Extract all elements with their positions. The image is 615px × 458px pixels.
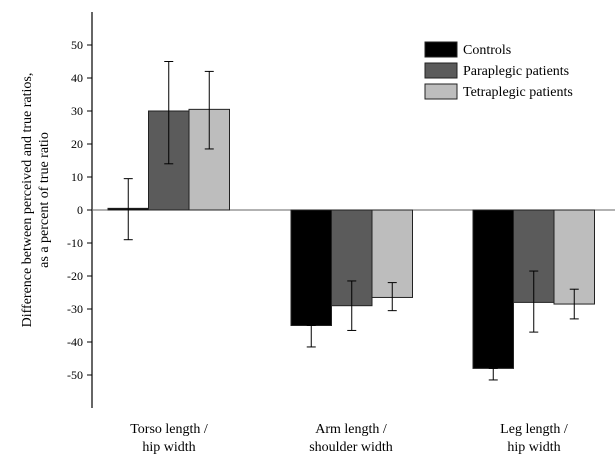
error-bars bbox=[123, 61, 579, 381]
y-tick-label: -10 bbox=[67, 236, 83, 250]
y-axis-label-line: as a percent of true ratio bbox=[37, 132, 52, 268]
category-label: hip width bbox=[142, 440, 195, 455]
y-tick-label: 20 bbox=[71, 137, 83, 151]
y-axis: 50 40 30 20 10 0 -10 -20 -30 -40 -50 bbox=[67, 12, 93, 408]
y-axis-label-line: Difference between perceived and true ra… bbox=[20, 73, 35, 328]
y-tick-label: -40 bbox=[67, 335, 83, 349]
x-axis-categories: Torso length / hip width Arm length / shoul… bbox=[130, 422, 568, 455]
category-label: Leg length / bbox=[500, 422, 568, 437]
legend: Controls Paraplegic patients Tetraplegic p… bbox=[424, 41, 573, 100]
category-label: hip width bbox=[507, 440, 560, 455]
legend-label: Tetraplegic patients bbox=[463, 85, 573, 100]
category-label: shoulder width bbox=[309, 440, 393, 455]
bar bbox=[553, 209, 595, 305]
legend-swatch bbox=[424, 83, 458, 100]
bar bbox=[290, 209, 332, 326]
y-tick-label: 50 bbox=[71, 38, 83, 52]
y-tick-label: 10 bbox=[71, 170, 83, 184]
legend-swatch bbox=[424, 62, 458, 79]
category-label: Arm length / bbox=[315, 422, 387, 437]
y-tick-label: 30 bbox=[71, 104, 83, 118]
legend-swatch bbox=[424, 41, 458, 58]
y-tick-label: -30 bbox=[67, 302, 83, 316]
legend-label: Paraplegic patients bbox=[463, 64, 569, 79]
legend-label: Controls bbox=[463, 43, 511, 58]
bar bbox=[472, 209, 514, 369]
y-tick-label: 40 bbox=[71, 71, 83, 85]
category-label: Torso length / bbox=[130, 422, 208, 437]
y-axis-label: Difference between perceived and true ra… bbox=[20, 73, 52, 328]
y-tick-label: -50 bbox=[67, 368, 83, 382]
y-tick-label: 0 bbox=[77, 203, 83, 217]
y-tick-label: -20 bbox=[67, 269, 83, 283]
